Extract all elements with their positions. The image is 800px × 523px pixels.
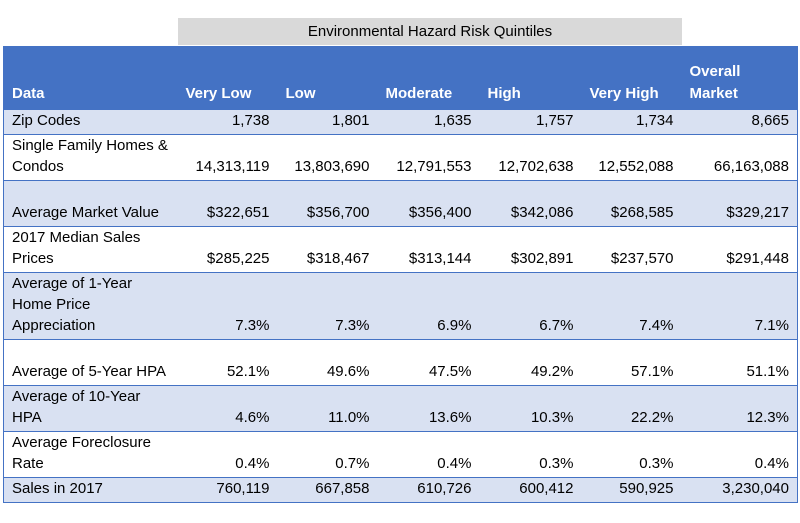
table-title: Environmental Hazard Risk Quintiles [178,18,682,45]
header-high: High [479,46,582,109]
table-cell: 11.0% [277,384,378,431]
table-cell: 57.1% [581,338,682,385]
table-cell: $268,585 [581,179,682,226]
table-cell: $291,448 [681,225,798,272]
row-label: Single Family Homes & Condos [3,133,178,180]
table-cell: 4.6% [177,384,278,431]
table-cell: $356,400 [377,179,480,226]
table-row: Average of 5-Year HPA 52.1% 49.6% 47.5% 49.2… [3,338,798,385]
table-cell: 8,665 [681,108,798,134]
table-cell: $318,467 [277,225,378,272]
table-cell: 0.7% [277,430,378,477]
table-cell: 0.4% [681,430,798,477]
row-label: Sales in 2017 [3,476,178,502]
table-row: Average Foreclosure Rate 0.4% 0.7% 0.4% 0.3%… [3,430,798,477]
row-label: Average of 5-Year HPA [3,338,178,385]
table-cell: 49.2% [479,338,582,385]
table-cell: 7.4% [581,271,682,339]
header-very-high: Very High [581,46,682,109]
header-row: Data Very Low Low Moderate High Very Hig… [3,46,798,109]
header-very-low: Very Low [177,46,278,109]
table-cell: 1,635 [377,108,480,134]
header-overall-market: Overall Market [681,46,798,109]
table-cell: 7.1% [681,271,798,339]
table-body: Zip Codes 1,738 1,801 1,635 1,757 1,734 8,665 S… [3,108,798,502]
table-cell: 1,738 [177,108,278,134]
table-cell: 14,313,119 [177,133,278,180]
table-cell: 66,163,088 [681,133,798,180]
table-row: Single Family Homes & Condos 14,313,119 13… [3,133,798,180]
table-cell: 13,803,690 [277,133,378,180]
table-cell: 12,702,638 [479,133,582,180]
header-data: Data [3,46,178,109]
row-label: Average of 1-Year Home Price Appreciatio… [3,271,178,339]
table-cell: 12,791,553 [377,133,480,180]
table-cell: 12,552,088 [581,133,682,180]
header-moderate: Moderate [377,46,480,109]
row-label: Zip Codes [3,108,178,134]
table-cell: 51.1% [681,338,798,385]
table-row: Zip Codes 1,738 1,801 1,635 1,757 1,734 8,665 [3,108,798,134]
table-cell: $342,086 [479,179,582,226]
table-cell: 1,801 [277,108,378,134]
table-cell: $313,144 [377,225,480,272]
table-cell: 22.2% [581,384,682,431]
table-cell: 49.6% [277,338,378,385]
table-cell: 590,925 [581,476,682,502]
table-cell: 600,412 [479,476,582,502]
row-label: Average of 10-Year HPA [3,384,178,431]
table-cell: 12.3% [681,384,798,431]
table-cell: 13.6% [377,384,480,431]
table-cell: 47.5% [377,338,480,385]
table-cell: $285,225 [177,225,278,272]
table-cell: 7.3% [177,271,278,339]
header-low: Low [277,46,378,109]
table-row: Average Market Value $322,651 $356,700 $356… [3,179,798,226]
table-cell: $356,700 [277,179,378,226]
table-cell: 7.3% [277,271,378,339]
table-cell: 10.3% [479,384,582,431]
data-table: Data Very Low Low Moderate High Very Hig… [3,46,798,503]
table-row: Average of 10-Year HPA 4.6% 11.0% 13.6% 10.3… [3,384,798,431]
table-cell: 3,230,040 [681,476,798,502]
row-label: 2017 Median Sales Prices [3,225,178,272]
table-cell: $237,570 [581,225,682,272]
table-cell: 6.7% [479,271,582,339]
table-row: Average of 1-Year Home Price Appreciatio… [3,271,798,339]
table-cell: 0.4% [377,430,480,477]
table-cell: 0.3% [479,430,582,477]
row-label: Average Market Value [3,179,178,226]
table-cell: 0.3% [581,430,682,477]
table-cell: 6.9% [377,271,480,339]
table-cell: 0.4% [177,430,278,477]
table-cell: 760,119 [177,476,278,502]
table-cell: 667,858 [277,476,378,502]
table-cell: 1,757 [479,108,582,134]
table-row: Sales in 2017 760,119 667,858 610,726 600,41… [3,476,798,502]
table-cell: $302,891 [479,225,582,272]
row-label: Average Foreclosure Rate [3,430,178,477]
table-row: 2017 Median Sales Prices $285,225 $318,467… [3,225,798,272]
table-cell: 610,726 [377,476,480,502]
table-cell: 1,734 [581,108,682,134]
table-cell: 52.1% [177,338,278,385]
table-cell: $322,651 [177,179,278,226]
table-cell: $329,217 [681,179,798,226]
